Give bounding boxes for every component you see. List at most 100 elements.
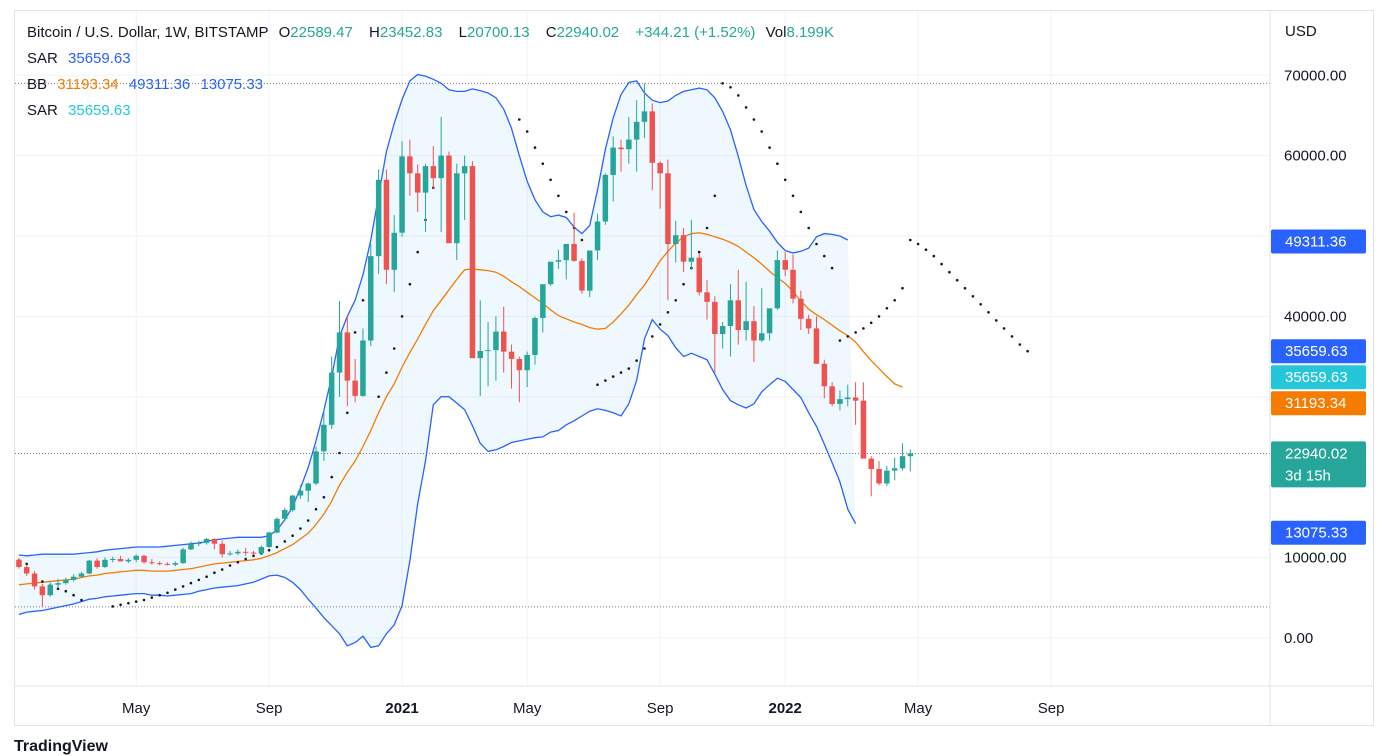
sar-point	[963, 286, 967, 290]
sar-point	[338, 451, 341, 455]
sar-point	[909, 238, 912, 242]
candle-body	[47, 584, 53, 596]
sar-point	[518, 118, 521, 121]
candle-body	[610, 147, 616, 175]
bb-upper-line	[18, 73, 849, 557]
indicator-bb[interactable]: BB 31193.34 49311.36 13075.33	[27, 76, 269, 93]
symbol-title[interactable]: Bitcoin / U.S. Dollar, 1W, BITSTAMP	[27, 24, 269, 41]
candle-body	[618, 147, 624, 150]
sar-point	[330, 475, 334, 479]
candle-body	[180, 549, 186, 564]
candle-body	[368, 256, 374, 341]
candle-body	[258, 547, 265, 554]
candle-body	[782, 260, 788, 270]
sar-point	[353, 331, 357, 334]
sar-point	[166, 591, 169, 595]
candle-body	[55, 583, 61, 585]
indicator-name: SAR	[27, 50, 58, 67]
candle-body	[852, 397, 859, 401]
sar-point	[283, 540, 287, 543]
sar-point	[846, 335, 850, 338]
sar-point	[737, 94, 740, 97]
sar-point	[56, 587, 60, 591]
change-value: +344.21 (+1.52%)	[635, 24, 756, 41]
y-tick-label: 60000.00	[1284, 148, 1347, 165]
sar-point	[643, 347, 646, 350]
candle-body	[673, 235, 679, 244]
sar-point	[299, 527, 302, 530]
bollinger-bands	[18, 73, 903, 649]
candle-body	[891, 468, 898, 471]
sar-point	[995, 319, 998, 322]
sar-point	[1018, 343, 1022, 346]
price-tag-label: 31193.34	[1285, 395, 1346, 412]
high-value: 23452.83	[379, 24, 443, 41]
sar-point	[783, 178, 787, 182]
sar-point	[768, 146, 771, 149]
low-value: 20700.13	[466, 24, 530, 41]
candle-body	[352, 380, 358, 396]
candle-body	[563, 244, 569, 261]
price-tag-label: 35659.63	[1285, 369, 1348, 386]
sar-point	[127, 601, 130, 605]
candle-body	[829, 386, 835, 404]
x-tick-label: Sep	[256, 700, 283, 717]
sar-point	[854, 331, 857, 334]
sar-point	[565, 210, 568, 214]
candle-body	[39, 586, 46, 596]
candle-body	[336, 332, 343, 373]
candle-body	[727, 300, 734, 326]
price-tag-box	[1271, 441, 1366, 488]
sar-point	[604, 379, 607, 382]
sar-point	[377, 395, 380, 399]
candle-body	[266, 532, 272, 547]
candle-body	[774, 260, 781, 309]
sar-point	[64, 589, 68, 593]
candle-body	[133, 555, 139, 560]
candle-body	[735, 300, 741, 330]
sar-point	[408, 282, 412, 286]
indicator-sar-1[interactable]: SAR 35659.63	[27, 50, 137, 67]
sar-point	[275, 545, 279, 549]
candle-body	[579, 260, 585, 291]
sar-point	[134, 600, 138, 603]
candle-body	[125, 559, 132, 562]
sar-point	[291, 534, 294, 537]
candle-body	[282, 510, 288, 519]
x-tick-label: May	[904, 700, 933, 717]
sar-point	[392, 347, 396, 350]
x-tick-label: May	[513, 700, 542, 717]
candle-body	[274, 518, 280, 533]
candle-body	[876, 469, 882, 484]
x-tick-label: Sep	[647, 700, 674, 717]
candle-body	[24, 567, 30, 574]
candle-body	[375, 179, 382, 257]
sar-point	[776, 162, 779, 165]
candle-body	[196, 543, 202, 544]
candle-body	[884, 470, 890, 484]
candle-body	[219, 543, 225, 555]
sar-point	[940, 262, 943, 266]
candle-body	[407, 156, 413, 174]
chart-frame[interactable]	[14, 10, 1374, 726]
candle-body	[547, 261, 554, 285]
candle-body	[704, 292, 710, 302]
sar-point	[158, 593, 161, 597]
candle-body	[102, 559, 108, 567]
indicator-sar-2[interactable]: SAR 35659.63	[27, 102, 137, 119]
candle-body	[649, 111, 655, 163]
candle-body	[188, 543, 194, 550]
sar-point	[25, 562, 29, 566]
sar-point	[744, 106, 748, 109]
sar-point	[752, 118, 756, 121]
sar-point	[729, 86, 732, 89]
candle-body	[633, 121, 640, 140]
candle-body	[242, 551, 249, 553]
y-tick-label: 0.00	[1284, 630, 1313, 647]
sar-point	[228, 564, 232, 567]
sar-point	[80, 598, 83, 602]
candle-body	[766, 308, 773, 334]
candle-body	[94, 560, 100, 567]
sar-point	[869, 321, 873, 325]
